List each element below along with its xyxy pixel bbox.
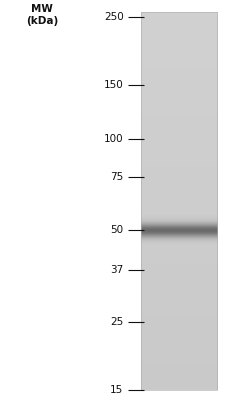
Text: 25: 25 [110,317,124,327]
Bar [141,12,217,390]
Text: 15: 15 [110,385,124,395]
Text: 75: 75 [110,172,124,182]
Text: 250: 250 [104,12,124,22]
Text: MW
(kDa): MW (kDa) [26,4,58,26]
Text: 37: 37 [110,265,124,275]
Text: 100: 100 [104,134,124,144]
Text: 50: 50 [110,226,124,236]
Text: 150: 150 [104,80,124,90]
